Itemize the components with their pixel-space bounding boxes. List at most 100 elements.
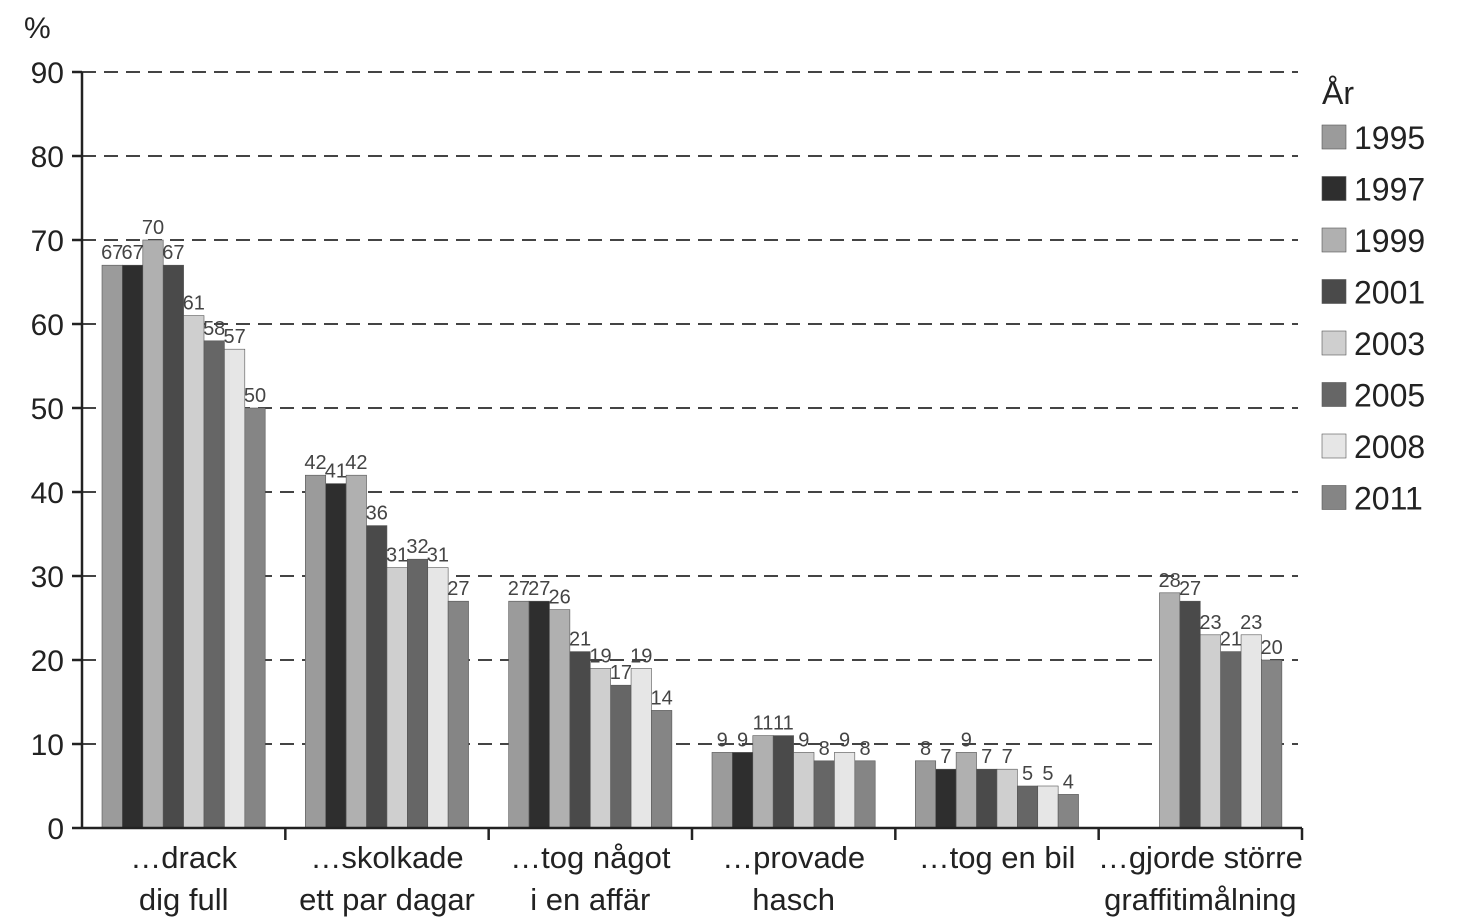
value-label-1997-cat-3: 9	[737, 729, 748, 751]
value-label-2003-cat-4: 7	[1002, 746, 1013, 768]
bar-1999-cat-3	[752, 735, 774, 829]
value-label-1995-cat-3: 9	[717, 729, 728, 751]
y-tick-label-40: 40	[31, 477, 64, 510]
legend-label-2001: 2001	[1354, 275, 1425, 311]
category-label-1-line-1: ett par dagar	[299, 882, 475, 917]
y-tick-label-10: 10	[31, 729, 64, 762]
category-label-3-line-0: …provade	[722, 840, 865, 875]
value-label-1999-cat-5: 28	[1159, 570, 1181, 592]
bar-2001-cat-5	[1179, 600, 1201, 829]
value-label-2003-cat-0: 61	[183, 293, 205, 315]
legend-label-2011: 2011	[1354, 481, 1423, 517]
bar-2003-cat-5	[1199, 634, 1221, 829]
category-label-5-line-0: …gjorde större	[1098, 840, 1303, 875]
bar-1995-cat-0	[101, 264, 123, 829]
bar-2008-cat-0	[224, 348, 246, 829]
bar-2003-cat-2	[589, 668, 611, 829]
legend-label-1999: 1999	[1354, 223, 1425, 259]
value-label-1995-cat-4: 8	[920, 738, 931, 760]
legend: År 1995 1997 1999 2001 2003 2005 2008 2011	[1321, 75, 1425, 517]
gridlines	[82, 71, 1298, 745]
bar-2001-cat-1	[366, 525, 388, 829]
bar-2011-cat-4	[1057, 794, 1079, 829]
bar-2005-cat-1	[407, 558, 429, 829]
y-tick-label-50: 50	[31, 393, 64, 426]
bar-1999-cat-0	[142, 239, 164, 829]
value-label-1997-cat-4: 7	[940, 746, 951, 768]
bar-2008-cat-3	[834, 752, 856, 829]
category-label-0-line-0: …drack	[130, 840, 237, 875]
value-label-2005-cat-4: 5	[1022, 763, 1033, 785]
value-label-2001-cat-0: 67	[162, 242, 184, 264]
y-tick-label-80: 80	[31, 141, 64, 174]
value-label-2011-cat-2: 14	[651, 687, 673, 709]
value-label-2008-cat-3: 9	[839, 729, 850, 751]
value-label-2011-cat-3: 8	[859, 738, 870, 760]
y-axis-ticks: 0 10 20 30 40 50 60 70 80 90	[31, 57, 82, 846]
bar-2001-cat-3	[772, 735, 794, 829]
bar-2003-cat-3	[793, 752, 815, 829]
bar-1997-cat-4	[935, 768, 957, 829]
value-label-2001-cat-1: 36	[366, 503, 388, 525]
legend-swatch-2005	[1321, 382, 1347, 407]
legend-label-1995: 1995	[1354, 120, 1425, 156]
category-label-2-line-1: i en affär	[530, 882, 650, 917]
value-label-1997-cat-0: 67	[121, 242, 143, 264]
legend-label-2008: 2008	[1354, 429, 1425, 465]
bar-1995-cat-3	[711, 752, 733, 829]
legend-swatch-2003	[1321, 330, 1347, 356]
legend-swatch-1995	[1321, 124, 1347, 150]
legend-swatch-2008	[1321, 433, 1347, 459]
y-tick-label-20: 20	[31, 645, 64, 678]
y-axis-label: %	[24, 12, 51, 45]
value-label-2008-cat-2: 19	[630, 645, 652, 667]
bar-2008-cat-5	[1240, 634, 1262, 829]
value-label-1999-cat-0: 70	[142, 217, 164, 239]
category-label-0-line-1: dig full	[139, 882, 229, 917]
bars	[101, 239, 1283, 829]
bar-2011-cat-1	[447, 600, 469, 829]
bar-1999-cat-4	[955, 752, 977, 829]
bar-2008-cat-4	[1037, 785, 1059, 829]
value-label-2005-cat-2: 17	[610, 662, 632, 684]
legend-label-1997: 1997	[1354, 172, 1425, 208]
bar-1999-cat-1	[345, 474, 367, 829]
value-label-2005-cat-0: 58	[203, 318, 225, 340]
value-label-2011-cat-0: 50	[244, 385, 266, 407]
bar-2008-cat-1	[427, 567, 449, 829]
bar-1997-cat-1	[325, 483, 347, 829]
value-label-1999-cat-3: 11	[753, 713, 774, 735]
legend-label-2005: 2005	[1354, 378, 1425, 414]
value-label-2001-cat-5: 27	[1179, 578, 1201, 600]
bar-2001-cat-4	[976, 768, 998, 829]
legend-swatch-1997	[1321, 176, 1347, 201]
bar-2011-cat-0	[244, 407, 266, 829]
y-tick-label-30: 30	[31, 561, 64, 594]
value-label-1995-cat-1: 42	[304, 452, 326, 474]
value-label-2008-cat-1: 31	[427, 545, 449, 567]
bar-1995-cat-2	[508, 600, 530, 829]
bar-2003-cat-1	[386, 567, 408, 829]
x-axis-categories: …drack dig full …skolkade ett par dagar …tog…	[130, 828, 1304, 917]
bar-2011-cat-3	[854, 760, 876, 829]
legend-swatch-2001	[1321, 279, 1347, 304]
bar-2003-cat-4	[996, 768, 1018, 829]
bar-2005-cat-0	[203, 340, 225, 829]
value-label-2003-cat-3: 9	[798, 729, 809, 751]
category-label-3-line-1: hasch	[752, 882, 835, 917]
value-label-1999-cat-4: 9	[961, 729, 972, 751]
value-label-2003-cat-1: 31	[386, 545, 408, 567]
value-label-2005-cat-5: 21	[1220, 629, 1242, 651]
value-label-2001-cat-2: 21	[569, 629, 591, 651]
bar-2005-cat-3	[813, 760, 835, 829]
legend-label-2003: 2003	[1354, 326, 1425, 362]
bar-2011-cat-5	[1261, 659, 1283, 829]
value-label-2008-cat-5: 23	[1240, 612, 1262, 634]
bar-1999-cat-5	[1159, 592, 1181, 829]
bar-1999-cat-2	[549, 609, 571, 829]
legend-title: År	[1322, 75, 1354, 111]
bar-1995-cat-4	[915, 760, 937, 829]
legend-swatch-1999	[1321, 227, 1347, 253]
y-tick-label-70: 70	[31, 225, 64, 258]
